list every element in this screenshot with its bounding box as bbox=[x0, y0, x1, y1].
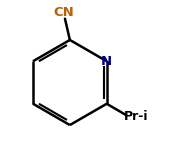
Text: Pr-i: Pr-i bbox=[124, 110, 148, 123]
Text: N: N bbox=[101, 55, 112, 68]
Text: CN: CN bbox=[53, 6, 74, 19]
